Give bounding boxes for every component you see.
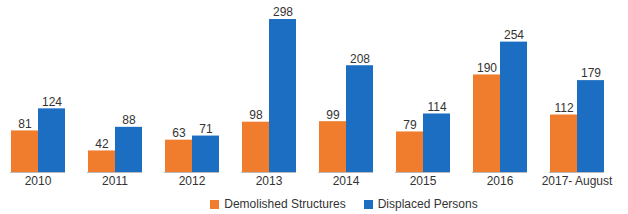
html-text:Displaced Persons: Displaced Persons (377, 197, 478, 211)
svg-text:79: 79 (403, 118, 417, 132)
svg-text:298: 298 (273, 5, 293, 19)
svg-text:42: 42 (95, 137, 109, 151)
svg-text:2017- August: 2017- August (542, 174, 613, 188)
svg-text:2015: 2015 (410, 174, 437, 188)
svg-text:112: 112 (554, 101, 573, 115)
svg-text:98: 98 (249, 108, 263, 122)
svg-text:114: 114 (427, 100, 446, 114)
svg-text:88: 88 (122, 113, 136, 127)
svg-text:179: 179 (581, 66, 601, 80)
svg-text:254: 254 (504, 28, 524, 42)
svg-text:2010: 2010 (25, 174, 52, 188)
svg-text:99: 99 (326, 108, 340, 122)
svg-text:71: 71 (199, 122, 213, 136)
svg-text:124: 124 (42, 95, 62, 109)
svg-text:2013: 2013 (256, 174, 283, 188)
svg-text:81: 81 (18, 117, 32, 131)
svg-text:190: 190 (477, 61, 497, 75)
svg-text:63: 63 (172, 126, 186, 140)
svg-text:2012: 2012 (179, 174, 206, 188)
svg-text:208: 208 (350, 52, 370, 66)
svg-text:2016: 2016 (487, 174, 514, 188)
svg-text:2011: 2011 (102, 174, 128, 188)
svg-text:2014: 2014 (333, 174, 360, 188)
html-text:Demolished Structures: Demolished Structures (224, 197, 346, 211)
